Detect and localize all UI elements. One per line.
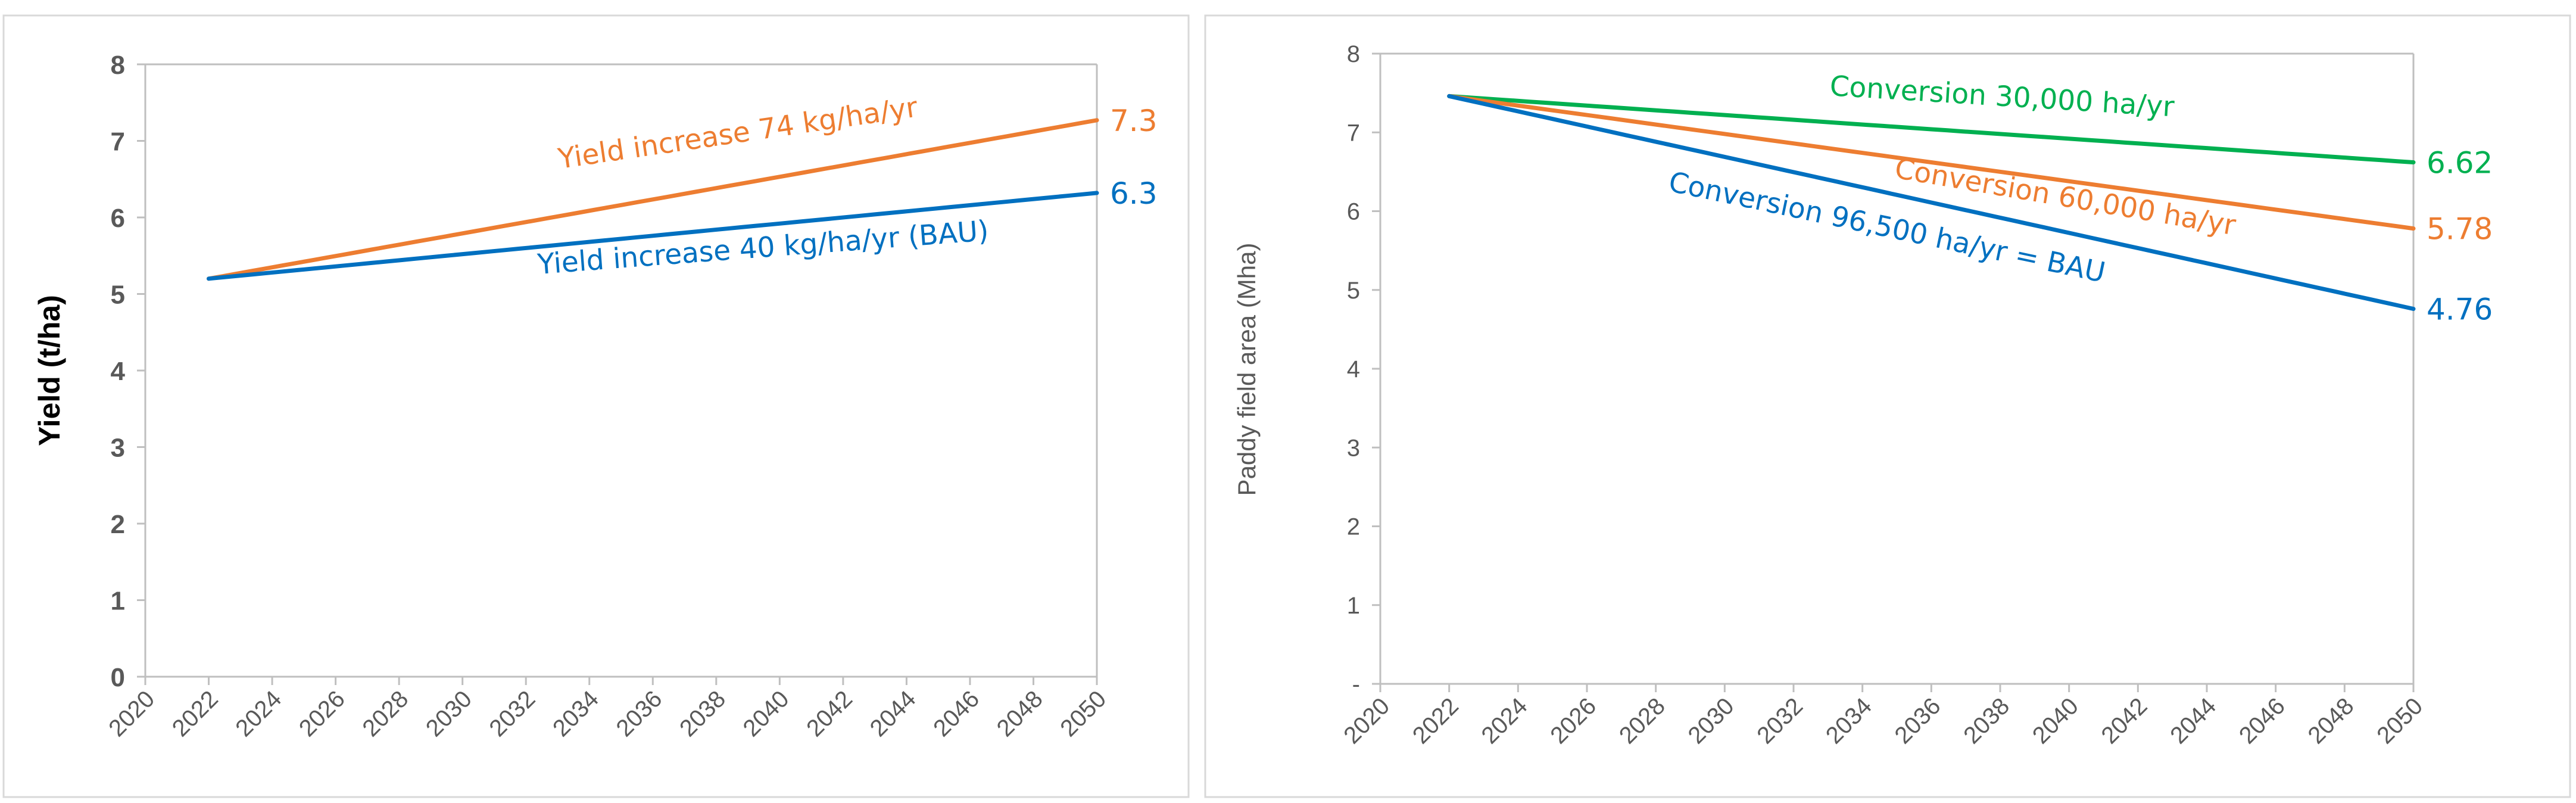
paddy-area-y-tick-label: 5 xyxy=(1347,278,1360,304)
yield-y-tick-label: 6 xyxy=(111,204,125,233)
yield-y-tick-label: 8 xyxy=(111,51,125,80)
yield-y-tick-label: 2 xyxy=(111,510,125,539)
paddy-area-y-tick-label: - xyxy=(1352,671,1360,698)
paddy-area-y-tick-label: 8 xyxy=(1347,41,1360,67)
yield-y-tick-label: 1 xyxy=(111,587,125,616)
paddy-area-y-tick-label: 1 xyxy=(1347,593,1360,619)
yield-chart-frame xyxy=(2,14,1190,798)
yield-end-value-label: 7.3 xyxy=(1110,104,1158,138)
paddy-area-y-tick-label: 3 xyxy=(1347,435,1360,461)
paddy-area-chart-frame xyxy=(1204,14,2571,798)
paddy-area-series-line-conversion-30-000-ha-yr xyxy=(1447,94,2416,164)
yield-y-tick-label: 7 xyxy=(111,127,125,157)
yield-series-line-yield-increase-74-kg-ha-yr xyxy=(207,118,1099,281)
yield-end-value-label: 6.3 xyxy=(1110,176,1158,211)
paddy-area-y-tick-label: 6 xyxy=(1347,199,1360,225)
paddy-area-end-value-label: 4.76 xyxy=(2427,292,2493,326)
yield-y-tick-label: 0 xyxy=(111,663,125,692)
paddy-area-end-value-label: 6.62 xyxy=(2427,146,2493,180)
yield-y-tick-label: 5 xyxy=(111,281,125,310)
paddy-area-y-tick-label: 7 xyxy=(1347,120,1360,146)
paddy-area-series-line-conversion-96-500-ha-yr-bau xyxy=(1447,94,2416,311)
yield-series-line-yield-increase-40-kg-ha-yr-bau xyxy=(207,191,1099,281)
paddy-area-end-value-label: 5.78 xyxy=(2427,212,2493,247)
yield-y-tick-label: 4 xyxy=(111,357,126,386)
paddy-area-chart-y-axis-label: Paddy field area (Mha) xyxy=(1233,243,1261,496)
yield-chart-y-axis-label: Yield (t/ha) xyxy=(33,295,66,446)
paddy-area-series-line-conversion-60-000-ha-yr xyxy=(1447,94,2416,231)
paddy-area-y-tick-label: 4 xyxy=(1347,356,1360,382)
paddy-area-y-tick-label: 2 xyxy=(1347,514,1360,540)
yield-y-tick-label: 3 xyxy=(111,434,125,463)
